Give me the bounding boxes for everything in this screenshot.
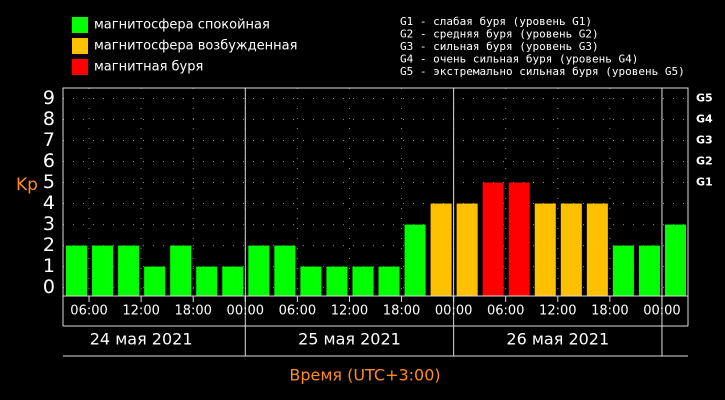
- bar: [274, 245, 296, 296]
- bar: [118, 245, 140, 296]
- legend-swatch: [72, 38, 88, 54]
- plot-frame: [62, 87, 689, 297]
- x-tick-label: 12:00: [331, 304, 368, 319]
- g-legend-label: G5 - экстремально сильная буря (уровень …: [400, 65, 685, 78]
- y-tick-label: 6: [43, 150, 55, 172]
- legend-label: магнитосфера возбужденная: [94, 39, 297, 54]
- bar: [378, 266, 400, 296]
- y2-tick-label: G3: [696, 134, 713, 147]
- x-tick-label: 06:00: [70, 304, 107, 319]
- x-tick-label: 18:00: [174, 304, 211, 319]
- x-tick-label: 06:00: [279, 304, 316, 319]
- x-tick-label: 00:00: [435, 304, 472, 319]
- y-tick-label: 1: [43, 255, 55, 277]
- x-tick-label: 12:00: [122, 304, 159, 319]
- bar: [326, 266, 348, 296]
- legend-label: магнитосфера спокойная: [94, 18, 270, 33]
- bar: [222, 266, 244, 296]
- day-label: 25 мая 2021: [298, 330, 401, 349]
- g-legend-label: G3 - сильная буря (уровень G3): [400, 40, 599, 53]
- bar: [456, 203, 478, 296]
- y-axis-label: Kp: [16, 175, 38, 195]
- x-tick-label: 18:00: [591, 304, 628, 319]
- bar: [560, 203, 582, 296]
- bar: [638, 245, 660, 296]
- y-tick-label: 9: [43, 87, 55, 109]
- bar: [534, 203, 556, 296]
- y2-tick-label: G2: [696, 155, 713, 168]
- bar: [664, 224, 686, 296]
- y-tick-label: 0: [43, 276, 55, 298]
- day-label: 26 мая 2021: [506, 330, 609, 349]
- g-legend-label: G1 - слабая буря (уровень G1): [400, 15, 592, 28]
- y2-tick-label: G4: [696, 113, 713, 126]
- bar: [144, 266, 166, 296]
- bar: [482, 182, 504, 296]
- y2-tick-label: G1: [696, 176, 713, 189]
- bar: [170, 245, 192, 296]
- g-legend-label: G2 - средняя буря (уровень G2): [400, 28, 599, 41]
- x-tick-label: 06:00: [487, 304, 524, 319]
- bar: [300, 266, 322, 296]
- x-axis-label: Время (UTC+3:00): [289, 366, 440, 385]
- y-tick-label: 4: [43, 192, 55, 214]
- legend-label: магнитная буря: [94, 60, 203, 75]
- bar: [92, 245, 114, 296]
- bar: [248, 245, 270, 296]
- legend-swatch: [72, 59, 88, 75]
- x-tick-label: 00:00: [643, 304, 680, 319]
- g-legend-label: G4 - очень сильная буря (уровень G4): [400, 53, 638, 66]
- y-tick-label: 2: [43, 234, 55, 256]
- x-tick-label: 18:00: [383, 304, 420, 319]
- y-tick-label: 5: [43, 171, 55, 193]
- bar: [66, 245, 88, 296]
- legend-swatch: [72, 17, 88, 33]
- y-tick-label: 3: [43, 213, 55, 235]
- y-tick-label: 7: [43, 129, 55, 151]
- x-tick-label: 12:00: [539, 304, 576, 319]
- y2-tick-label: G5: [696, 92, 713, 105]
- bar: [586, 203, 608, 296]
- y-tick-label: 8: [43, 108, 55, 130]
- bar: [404, 224, 426, 296]
- x-tick-label: 00:00: [227, 304, 264, 319]
- bar: [508, 182, 530, 296]
- bar: [430, 203, 452, 296]
- bar: [196, 266, 218, 296]
- bar: [612, 245, 634, 296]
- day-label: 24 мая 2021: [90, 330, 193, 349]
- bar: [352, 266, 374, 296]
